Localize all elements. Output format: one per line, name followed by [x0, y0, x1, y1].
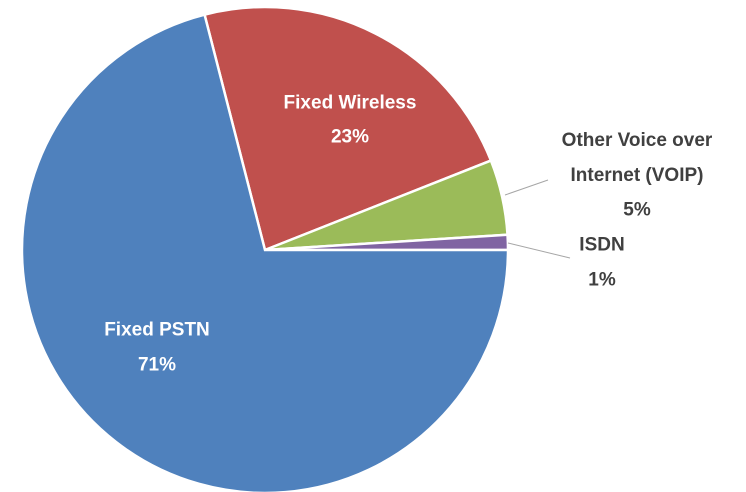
- leader-line: [504, 179, 549, 196]
- slice-value-label: 23%: [330, 126, 370, 148]
- slice-value-label: 71%: [137, 354, 177, 376]
- slice-value-label: 1%: [588, 269, 616, 291]
- pie-slice: [20, 13, 510, 492]
- slice-label: ISDN: [579, 234, 625, 256]
- slice-label: Fixed Wireless: [283, 92, 417, 114]
- slice-value-label: 5%: [623, 199, 651, 221]
- slice-label: Fixed PSTN: [104, 319, 210, 341]
- slice-label: Other Voice over Internet (VOIP): [561, 130, 713, 186]
- leader-line: [507, 242, 571, 259]
- pie-slice: [203, 5, 493, 252]
